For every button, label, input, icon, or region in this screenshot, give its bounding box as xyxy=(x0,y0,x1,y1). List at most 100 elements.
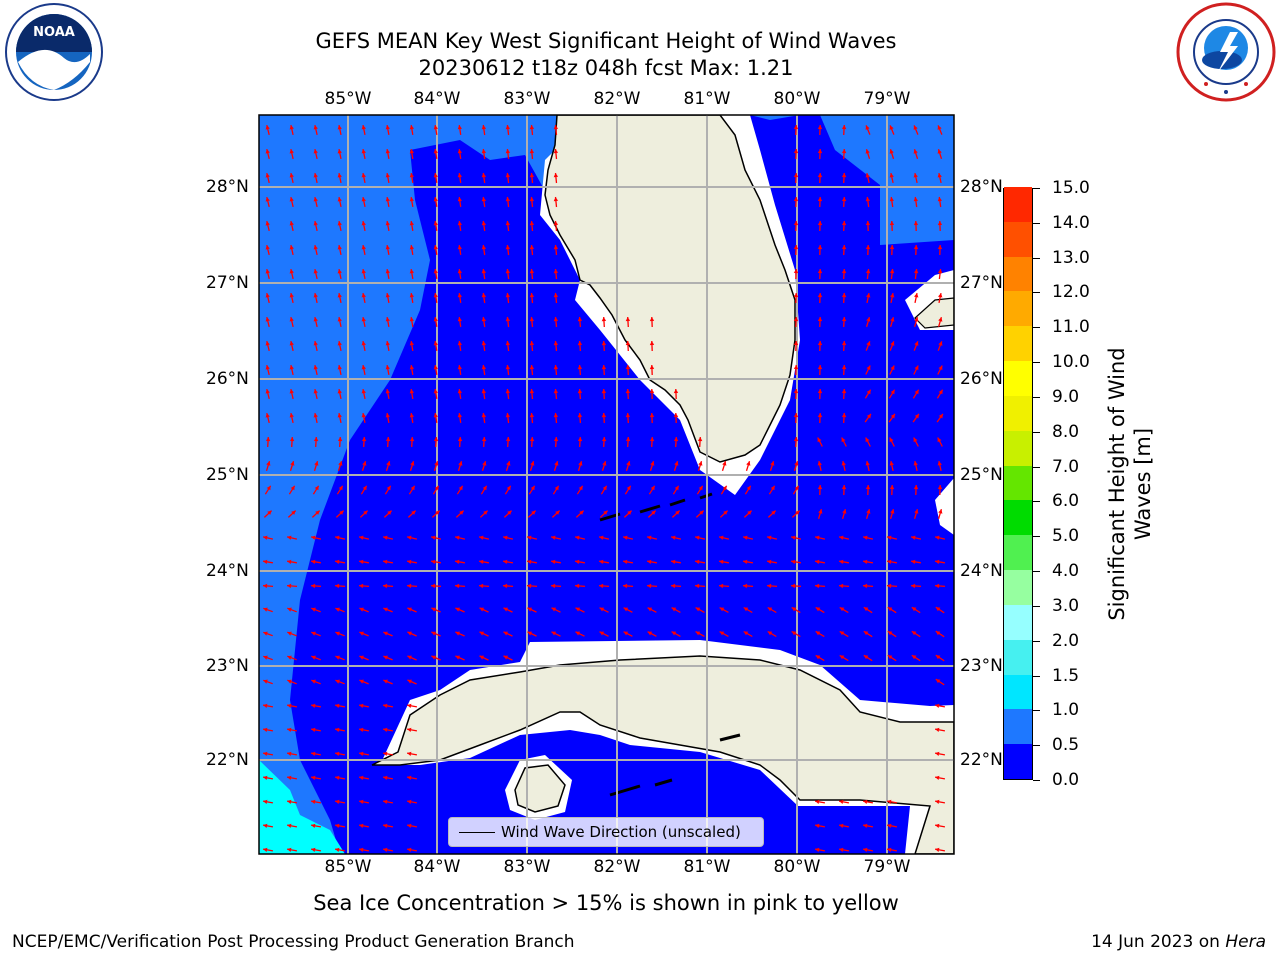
wave-direction-arrow xyxy=(577,461,583,471)
wave-direction-arrow xyxy=(889,484,895,496)
wave-direction-arrow xyxy=(529,412,535,424)
longitude-tick-label: 85°W xyxy=(324,89,372,109)
wave-direction-arrow xyxy=(288,485,296,495)
wave-direction-arrow xyxy=(358,799,370,804)
wave-direction-arrow xyxy=(433,220,438,232)
colorbar-segment xyxy=(1004,534,1032,571)
nws-logo xyxy=(1176,2,1276,102)
wave-direction-arrow xyxy=(694,535,706,540)
wave-direction-arrow xyxy=(310,751,322,756)
wave-direction-arrow xyxy=(766,559,778,564)
wave-direction-arrow xyxy=(361,316,366,328)
wave-direction-arrow xyxy=(647,631,657,637)
wave-direction-arrow xyxy=(935,606,945,614)
wave-direction-arrow xyxy=(889,149,895,159)
colorbar-segment xyxy=(1004,465,1032,501)
wave-direction-arrow xyxy=(913,484,919,496)
wave-direction-arrow xyxy=(457,245,462,255)
wave-direction-arrow xyxy=(913,244,919,256)
wave-direction-arrow xyxy=(743,606,753,614)
wave-direction-arrow xyxy=(361,172,366,184)
wave-direction-arrow xyxy=(863,606,873,614)
wave-direction-arrow xyxy=(937,149,943,159)
wave-direction-arrow xyxy=(313,148,318,160)
wave-direction-arrow xyxy=(553,340,559,352)
longitude-tick-label: 82°W xyxy=(593,857,641,877)
wave-direction-arrow xyxy=(265,388,270,400)
wave-direction-arrow xyxy=(865,172,870,184)
wave-direction-arrow xyxy=(457,365,462,375)
wave-direction-arrow xyxy=(263,510,273,518)
wave-direction-arrow xyxy=(335,655,345,661)
colorbar-tick-label: 2.0 xyxy=(1052,630,1080,651)
wave-direction-arrow xyxy=(481,316,487,328)
wave-direction-arrow xyxy=(937,317,943,327)
wave-direction-arrow xyxy=(433,244,438,256)
wave-direction-arrow xyxy=(553,220,559,232)
wave-direction-arrow xyxy=(575,510,585,518)
longitude-tick-label: 79°W xyxy=(863,857,911,877)
wave-direction-arrow xyxy=(382,727,394,732)
wave-direction-arrow xyxy=(265,461,271,471)
colorbar-tick xyxy=(1033,536,1040,538)
wave-height-field-high xyxy=(259,760,345,854)
latitude-tick-label: 25°N xyxy=(960,465,1003,485)
wave-direction-arrow xyxy=(889,196,894,208)
wave-direction-arrow xyxy=(263,607,273,613)
wave-direction-arrow xyxy=(839,654,849,662)
wave-direction-arrow xyxy=(385,124,390,136)
wave-direction-arrow xyxy=(457,149,462,159)
longitude-tick-label: 79°W xyxy=(863,89,911,109)
wave-direction-arrow xyxy=(529,340,535,352)
wave-direction-arrow xyxy=(719,607,729,613)
colorbar-segment xyxy=(1004,395,1032,431)
wave-direction-arrow xyxy=(337,292,342,304)
wave-direction-arrow xyxy=(935,678,945,686)
wave-direction-arrow xyxy=(529,436,535,448)
wave-direction-arrow xyxy=(601,316,607,328)
colorbar-tick xyxy=(1033,222,1040,224)
wave-direction-arrow xyxy=(481,148,487,160)
wave-direction-arrow xyxy=(430,559,442,564)
wave-direction-arrow xyxy=(622,559,634,564)
wave-direction-arrow xyxy=(670,583,682,589)
wave-direction-arrow xyxy=(886,799,898,804)
wave-direction-arrow xyxy=(529,172,535,184)
longitude-tick-label: 80°W xyxy=(773,89,821,109)
wave-direction-arrow xyxy=(313,316,318,328)
wave-direction-arrow xyxy=(529,461,535,471)
wave-direction-arrow xyxy=(937,437,943,447)
wave-direction-arrow xyxy=(817,124,823,136)
wave-direction-arrow xyxy=(361,148,366,160)
wave-direction-arrow xyxy=(864,413,872,423)
wave-direction-arrow xyxy=(409,412,414,424)
colorbar-segment xyxy=(1004,499,1032,536)
wave-direction-arrow xyxy=(625,340,631,352)
wave-direction-arrow xyxy=(601,436,607,448)
wave-direction-arrow xyxy=(551,607,561,613)
wave-direction-arrow xyxy=(481,220,487,232)
wave-direction-arrow xyxy=(862,799,874,804)
wave-direction-arrow xyxy=(553,244,559,256)
wave-direction-arrow xyxy=(457,293,462,303)
wave-direction-arrow xyxy=(262,823,274,828)
wave-direction-arrow xyxy=(457,436,463,448)
wave-direction-arrow xyxy=(265,340,270,352)
wave-direction-arrow xyxy=(265,436,271,448)
wave-direction-arrow xyxy=(889,460,894,472)
wave-direction-arrow xyxy=(553,364,559,376)
colorbar-tick xyxy=(1033,327,1040,329)
wave-direction-arrow xyxy=(262,703,274,708)
wave-direction-arrow xyxy=(478,559,490,564)
wave-direction-arrow xyxy=(505,292,511,304)
wave-direction-arrow xyxy=(623,631,633,637)
wave-direction-arrow xyxy=(937,196,942,208)
latitude-tick-label: 24°N xyxy=(960,561,1003,581)
wave-direction-arrow xyxy=(553,436,559,448)
wave-direction-arrow xyxy=(481,124,487,136)
wave-direction-arrow xyxy=(313,388,318,400)
wave-direction-arrow xyxy=(574,583,586,589)
wave-direction-arrow xyxy=(433,148,438,160)
wave-direction-arrow xyxy=(287,607,297,613)
wave-direction-arrow xyxy=(865,365,871,375)
